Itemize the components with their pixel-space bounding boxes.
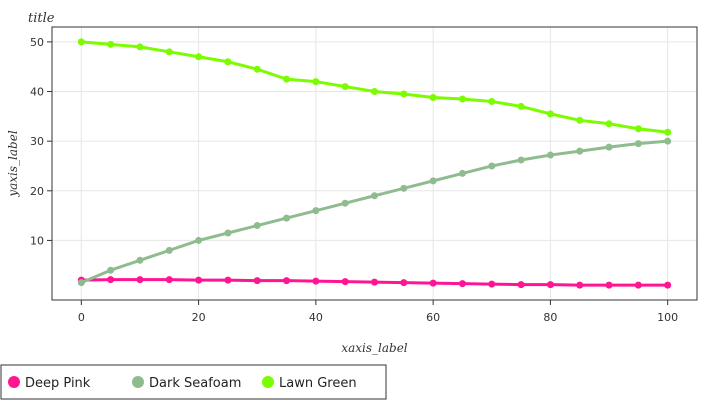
data-point (136, 256, 144, 264)
data-point (634, 140, 642, 148)
data-point (664, 128, 672, 136)
x-tick-label: 0 (78, 311, 85, 324)
series-group (77, 38, 672, 289)
data-point (253, 277, 261, 285)
legend-swatch (262, 376, 274, 388)
data-point (136, 43, 144, 51)
data-point (517, 102, 525, 110)
data-point (605, 143, 613, 151)
data-point (77, 38, 85, 46)
legend-swatch (8, 376, 20, 388)
data-point (458, 95, 466, 103)
data-point (371, 88, 378, 96)
data-point (400, 279, 408, 287)
y-tick-label: 20 (30, 185, 44, 198)
x-tick-label: 20 (192, 311, 206, 324)
data-point (458, 169, 466, 177)
data-point (634, 281, 642, 289)
x-tick-label: 40 (309, 311, 323, 324)
chart-title: title (28, 11, 55, 26)
data-point (165, 246, 173, 254)
data-point (429, 279, 437, 287)
data-point (488, 162, 496, 170)
plot-frame (51, 26, 698, 301)
data-point (664, 137, 672, 145)
data-point (136, 276, 144, 284)
data-point (253, 222, 261, 230)
legend: Deep Pink Dark Seafoam Lawn Green (0, 364, 387, 400)
legend-label: Dark Seafoam (149, 376, 241, 391)
x-tick-label: 100 (657, 311, 678, 324)
data-point (283, 214, 291, 222)
data-point (312, 207, 320, 215)
data-point (341, 199, 349, 207)
data-point (458, 280, 466, 288)
y-tick-label: 50 (30, 36, 44, 49)
data-point (517, 156, 525, 164)
data-point (195, 276, 203, 284)
data-point (107, 40, 115, 48)
legend-label: Deep Pink (25, 376, 91, 391)
y-axis-title: yaxis_label (6, 130, 20, 197)
data-point (546, 110, 554, 118)
data-point (488, 280, 496, 288)
x-axis-title: xaxis_label (341, 341, 407, 355)
data-point (576, 116, 584, 124)
x-tick-label: 80 (543, 311, 557, 324)
data-point (371, 192, 378, 200)
data-point (605, 281, 613, 289)
x-tick-label: 60 (426, 311, 440, 324)
data-point (488, 97, 496, 105)
y-tick-label: 40 (30, 86, 44, 99)
data-point (107, 276, 115, 284)
data-point (195, 236, 203, 244)
data-point (107, 266, 115, 274)
data-point (341, 83, 349, 91)
legend-label: Lawn Green (279, 376, 357, 391)
legend-box (0, 364, 387, 400)
data-point (400, 184, 408, 192)
data-point (634, 125, 642, 133)
data-point (517, 281, 525, 289)
data-point (224, 229, 232, 237)
data-point (371, 278, 378, 286)
y-tick-label: 30 (30, 135, 44, 148)
data-point (165, 276, 173, 284)
series-lawn-green (77, 38, 672, 136)
data-point (195, 53, 203, 61)
legend-swatch (132, 376, 144, 388)
data-point (312, 78, 320, 86)
data-point (576, 281, 584, 289)
data-point (165, 48, 173, 56)
grid (52, 27, 697, 300)
data-point (77, 279, 85, 287)
data-point (429, 93, 437, 101)
data-point (312, 277, 320, 285)
data-point (283, 75, 291, 83)
legend-items: Deep Pink Dark Seafoam Lawn Green (8, 376, 357, 391)
data-point (224, 276, 232, 284)
data-point (546, 151, 554, 159)
data-point (253, 65, 261, 73)
data-point (546, 281, 554, 289)
series-dark-seafoam (77, 137, 672, 287)
data-point (400, 90, 408, 98)
data-point (283, 277, 291, 285)
data-point (576, 147, 584, 155)
data-point (605, 120, 613, 128)
series-deep-pink (77, 276, 672, 289)
axis-ticks: 0 20 40 60 80 100 10 20 30 40 50 (30, 36, 678, 324)
data-point (664, 281, 672, 289)
data-point (429, 177, 437, 185)
data-point (224, 58, 232, 66)
data-point (341, 278, 349, 286)
series-line (79, 139, 670, 285)
y-tick-label: 10 (30, 234, 44, 247)
